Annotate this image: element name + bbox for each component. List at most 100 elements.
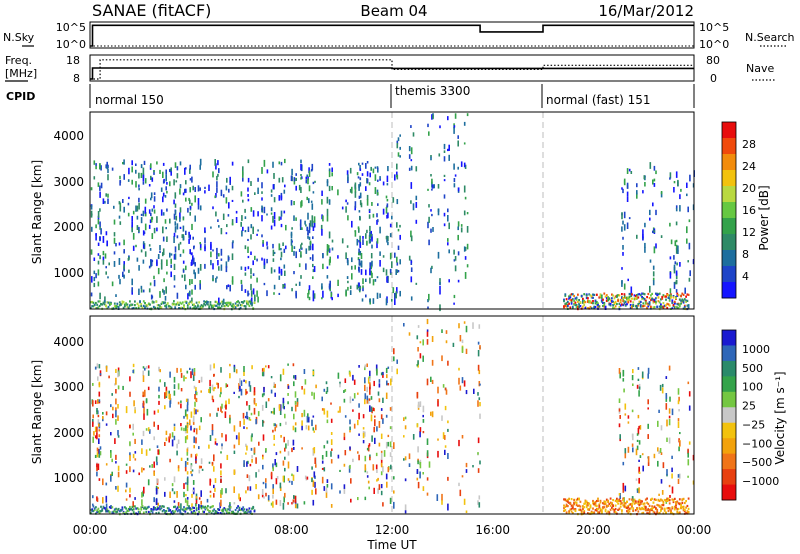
echo-point bbox=[326, 275, 329, 279]
echo-point bbox=[185, 398, 188, 402]
echo-point bbox=[657, 447, 659, 452]
echo-point bbox=[359, 200, 362, 206]
echo-point bbox=[191, 223, 193, 230]
echo-point bbox=[233, 486, 235, 493]
echo-point bbox=[378, 379, 381, 383]
near-range-echo bbox=[619, 505, 622, 508]
echo-point bbox=[280, 257, 282, 261]
echo-point bbox=[233, 444, 236, 449]
near-range-echo bbox=[655, 292, 657, 295]
echo-point bbox=[430, 228, 432, 233]
echo-point bbox=[171, 488, 174, 492]
echo-point bbox=[669, 495, 671, 498]
echo-point bbox=[300, 201, 302, 208]
near-range-echo bbox=[629, 507, 632, 510]
echo-point bbox=[365, 269, 367, 276]
near-range-echo bbox=[594, 504, 597, 507]
near-range-echo bbox=[163, 302, 165, 305]
echo-point bbox=[382, 255, 385, 258]
echo-point bbox=[292, 474, 295, 481]
echo-point bbox=[636, 183, 638, 188]
near-range-echo bbox=[658, 301, 661, 304]
echo-point bbox=[358, 403, 360, 408]
echo-point bbox=[279, 482, 282, 489]
x-tick-1200: 12:00 bbox=[375, 523, 410, 537]
x-tick-0800: 08:00 bbox=[274, 523, 309, 537]
echo-point bbox=[367, 445, 370, 452]
echo-point bbox=[444, 405, 447, 411]
near-range-echo bbox=[183, 506, 185, 509]
echo-point bbox=[674, 240, 677, 247]
echo-point bbox=[143, 486, 145, 494]
near-range-echo bbox=[604, 502, 607, 506]
echo-point bbox=[323, 486, 326, 491]
echo-point bbox=[461, 339, 464, 344]
echo-point bbox=[102, 198, 105, 204]
echo-point bbox=[129, 466, 131, 473]
echo-point bbox=[182, 260, 185, 264]
echo-point bbox=[386, 276, 388, 283]
echo-point bbox=[330, 483, 333, 490]
near-range-echo bbox=[675, 502, 677, 505]
echo-point bbox=[148, 244, 151, 247]
echo-point bbox=[246, 474, 249, 478]
echo-point bbox=[359, 177, 362, 181]
echo-point bbox=[100, 165, 102, 171]
echo-point bbox=[416, 391, 419, 399]
near-range-echo bbox=[672, 296, 675, 299]
echo-point bbox=[680, 188, 682, 192]
echo-point bbox=[117, 430, 119, 436]
echo-point bbox=[397, 245, 400, 250]
echo-point bbox=[677, 421, 680, 428]
echo-point bbox=[186, 423, 189, 427]
echo-point bbox=[457, 221, 460, 227]
echo-point bbox=[135, 205, 137, 212]
echo-point bbox=[113, 251, 116, 255]
near-range-echo bbox=[673, 300, 676, 303]
echo-point bbox=[151, 464, 153, 468]
echo-point bbox=[144, 206, 147, 214]
echo-point bbox=[162, 171, 164, 178]
near-range-echo bbox=[683, 304, 686, 307]
echo-point bbox=[221, 433, 223, 438]
echo-point bbox=[206, 498, 209, 503]
echo-point bbox=[119, 221, 122, 225]
echo-point bbox=[133, 400, 135, 407]
echo-point bbox=[300, 159, 302, 164]
echo-point bbox=[182, 236, 185, 241]
echo-point bbox=[445, 330, 448, 334]
echo-point bbox=[371, 260, 373, 266]
echo-point bbox=[431, 188, 433, 191]
near-range-echo bbox=[619, 298, 622, 301]
echo-point bbox=[142, 289, 145, 293]
echo-point bbox=[415, 282, 418, 285]
near-range-echo bbox=[647, 303, 650, 306]
echo-point bbox=[323, 388, 326, 392]
echo-point bbox=[408, 167, 411, 171]
near-range-echo bbox=[115, 507, 117, 510]
echo-point bbox=[96, 452, 99, 458]
date-title: 16/Mar/2012 bbox=[598, 2, 694, 20]
echo-point bbox=[242, 412, 245, 419]
echo-point bbox=[362, 287, 364, 292]
near-range-echo bbox=[247, 301, 250, 304]
echo-point bbox=[170, 271, 172, 278]
near-range-echo bbox=[667, 294, 670, 297]
echo-point bbox=[195, 456, 197, 464]
near-range-echo bbox=[97, 507, 100, 510]
echo-point bbox=[162, 226, 164, 234]
echo-point bbox=[445, 340, 448, 344]
echo-point bbox=[93, 270, 96, 275]
echo-point bbox=[142, 375, 145, 382]
near-range-echo bbox=[657, 296, 660, 299]
near-range-echo bbox=[577, 498, 579, 501]
echo-point bbox=[186, 408, 189, 412]
echo-point bbox=[144, 212, 147, 217]
near-range-echo bbox=[575, 501, 578, 504]
near-range-echo bbox=[628, 292, 631, 296]
echo-point bbox=[200, 390, 202, 393]
echo-point bbox=[463, 498, 466, 505]
echo-point bbox=[185, 197, 187, 202]
echo-point bbox=[387, 434, 390, 438]
near-range-echo bbox=[646, 302, 648, 305]
